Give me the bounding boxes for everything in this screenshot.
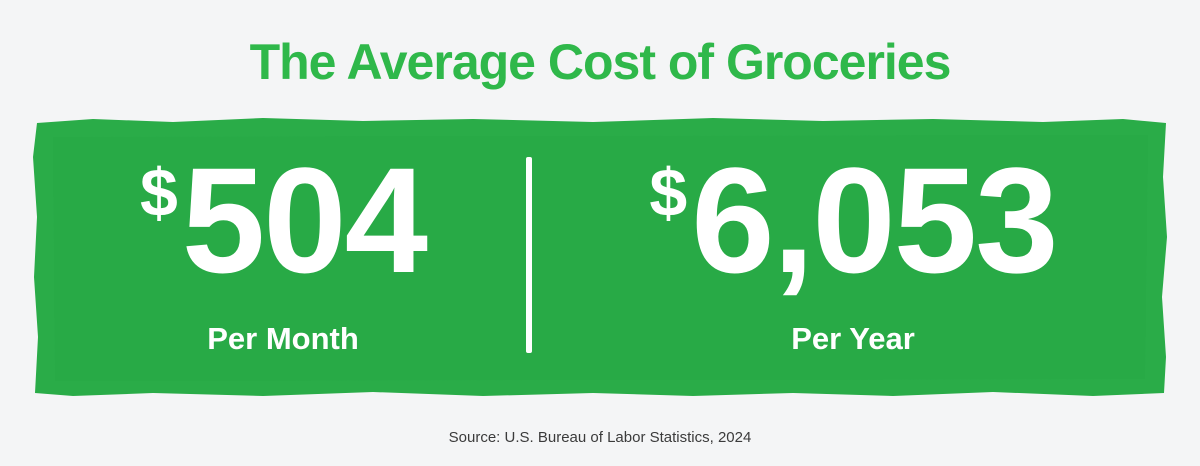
divider bbox=[526, 157, 532, 353]
yearly-amount: $6,053 bbox=[573, 145, 1133, 295]
yearly-label: Per Year bbox=[791, 321, 915, 356]
yearly-amount-value: 6,053 bbox=[691, 136, 1058, 304]
yearly-currency-symbol: $ bbox=[649, 155, 688, 231]
brush-background bbox=[33, 118, 1167, 396]
monthly-amount-value: 504 bbox=[181, 136, 428, 304]
monthly-label: Per Month bbox=[207, 321, 359, 356]
monthly-currency-symbol: $ bbox=[139, 155, 178, 231]
yearly-stat: $6,053 Per Year bbox=[573, 117, 1133, 397]
page-title: The Average Cost of Groceries bbox=[249, 34, 952, 90]
monthly-amount: $504 bbox=[73, 145, 493, 295]
stats-panel: $504 Per Month $6,053 Per Year bbox=[33, 117, 1168, 397]
source-caption: Source: U.S. Bureau of Labor Statistics,… bbox=[448, 429, 752, 446]
monthly-stat: $504 Per Month bbox=[73, 117, 493, 397]
